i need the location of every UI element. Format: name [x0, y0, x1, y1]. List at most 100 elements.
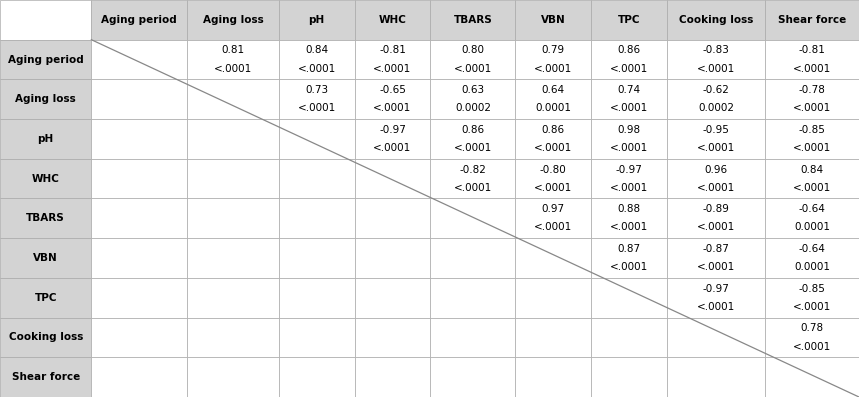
- Text: 0.98: 0.98: [618, 125, 641, 135]
- Text: <.0001: <.0001: [214, 64, 253, 74]
- Text: 0.96: 0.96: [704, 164, 728, 175]
- Text: <.0001: <.0001: [610, 64, 649, 74]
- Bar: [667, 0, 765, 40]
- Text: WHC: WHC: [32, 173, 59, 184]
- Text: 0.73: 0.73: [305, 85, 328, 95]
- Text: 0.79: 0.79: [542, 45, 565, 56]
- Text: 0.84: 0.84: [801, 164, 824, 175]
- Bar: [765, 79, 859, 119]
- Bar: [765, 0, 859, 40]
- Text: -0.83: -0.83: [703, 45, 729, 56]
- Text: <.0001: <.0001: [697, 222, 735, 233]
- Bar: [515, 357, 591, 397]
- Text: <.0001: <.0001: [534, 64, 572, 74]
- Text: <.0001: <.0001: [793, 103, 831, 114]
- Text: <.0001: <.0001: [374, 64, 411, 74]
- Bar: [91, 318, 187, 357]
- Text: VBN: VBN: [541, 15, 566, 25]
- Text: -0.64: -0.64: [799, 244, 825, 254]
- Bar: [0, 357, 91, 397]
- Text: -0.78: -0.78: [799, 85, 825, 95]
- Bar: [591, 278, 667, 318]
- Bar: [0, 40, 91, 79]
- Bar: [765, 357, 859, 397]
- Text: <.0001: <.0001: [697, 64, 735, 74]
- Text: 0.64: 0.64: [542, 85, 565, 95]
- Bar: [91, 198, 187, 238]
- Bar: [430, 79, 515, 119]
- Bar: [91, 79, 187, 119]
- Bar: [515, 40, 591, 79]
- Bar: [591, 357, 667, 397]
- Text: pH: pH: [38, 134, 54, 144]
- Text: 0.81: 0.81: [222, 45, 245, 56]
- Bar: [278, 119, 355, 159]
- Bar: [355, 40, 430, 79]
- Text: -0.97: -0.97: [703, 283, 729, 294]
- Text: Cooking loss: Cooking loss: [679, 15, 753, 25]
- Text: WHC: WHC: [379, 15, 406, 25]
- Bar: [0, 79, 91, 119]
- Text: -0.82: -0.82: [460, 164, 486, 175]
- Bar: [765, 40, 859, 79]
- Bar: [430, 119, 515, 159]
- Bar: [0, 159, 91, 198]
- Text: <.0001: <.0001: [297, 103, 336, 114]
- Text: <.0001: <.0001: [374, 143, 411, 153]
- Bar: [667, 198, 765, 238]
- Bar: [355, 318, 430, 357]
- Text: pH: pH: [308, 15, 325, 25]
- Text: <.0001: <.0001: [610, 183, 649, 193]
- Bar: [430, 238, 515, 278]
- Bar: [355, 357, 430, 397]
- Bar: [430, 0, 515, 40]
- Text: <.0001: <.0001: [793, 143, 831, 153]
- Text: -0.80: -0.80: [540, 164, 567, 175]
- Bar: [430, 40, 515, 79]
- Bar: [278, 238, 355, 278]
- Text: 0.0001: 0.0001: [794, 262, 830, 272]
- Bar: [667, 357, 765, 397]
- Bar: [667, 278, 765, 318]
- Text: <.0001: <.0001: [534, 222, 572, 233]
- Text: -0.81: -0.81: [799, 45, 825, 56]
- Text: <.0001: <.0001: [610, 143, 649, 153]
- Text: <.0001: <.0001: [697, 262, 735, 272]
- Text: Cooking loss: Cooking loss: [9, 332, 82, 343]
- Bar: [187, 79, 278, 119]
- Bar: [765, 159, 859, 198]
- Bar: [765, 278, 859, 318]
- Bar: [278, 318, 355, 357]
- Bar: [278, 278, 355, 318]
- Text: 0.0002: 0.0002: [455, 103, 490, 114]
- Bar: [0, 198, 91, 238]
- Text: VBN: VBN: [34, 253, 58, 263]
- Text: 0.74: 0.74: [618, 85, 641, 95]
- Bar: [591, 40, 667, 79]
- Bar: [278, 79, 355, 119]
- Bar: [187, 238, 278, 278]
- Bar: [91, 0, 187, 40]
- Bar: [355, 159, 430, 198]
- Text: 0.86: 0.86: [618, 45, 641, 56]
- Text: <.0001: <.0001: [697, 143, 735, 153]
- Bar: [667, 318, 765, 357]
- Text: Aging period: Aging period: [8, 54, 83, 65]
- Text: 0.0001: 0.0001: [794, 222, 830, 233]
- Bar: [765, 318, 859, 357]
- Bar: [591, 79, 667, 119]
- Text: 0.80: 0.80: [461, 45, 484, 56]
- Text: Aging loss: Aging loss: [15, 94, 76, 104]
- Bar: [91, 40, 187, 79]
- Bar: [515, 198, 591, 238]
- Bar: [667, 238, 765, 278]
- Bar: [278, 0, 355, 40]
- Bar: [591, 238, 667, 278]
- Bar: [278, 357, 355, 397]
- Text: TBARS: TBARS: [27, 213, 65, 224]
- Text: TPC: TPC: [618, 15, 641, 25]
- Text: -0.85: -0.85: [799, 125, 825, 135]
- Bar: [515, 318, 591, 357]
- Text: -0.95: -0.95: [703, 125, 729, 135]
- Bar: [187, 318, 278, 357]
